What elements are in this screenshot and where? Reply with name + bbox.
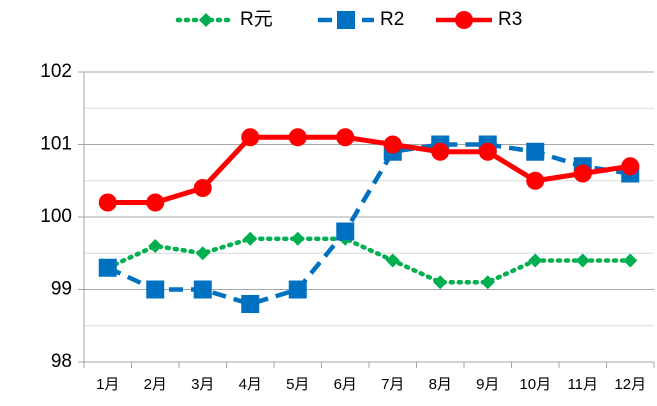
marker [383,135,402,154]
marker [478,142,497,161]
marker [573,164,592,183]
marker [621,157,640,176]
marker [241,295,260,313]
marker [480,275,495,290]
marker [336,128,355,147]
marker [623,253,638,268]
series-line [106,142,631,307]
marker [528,253,543,268]
marker [336,222,355,241]
marker [288,280,307,299]
series-line [105,236,633,285]
x-tick-label: 7月 [381,376,404,393]
marker [148,239,163,253]
marker [195,246,210,261]
marker [98,193,117,212]
x-tick-label: 11月 [567,376,598,393]
marker [455,11,473,29]
y-tick-label: 99 [51,279,72,300]
marker [431,142,450,161]
y-tick-label: 100 [40,206,72,227]
marker [243,231,258,246]
marker [98,258,117,277]
marker [337,11,355,29]
x-tick-label: 4月 [239,376,262,393]
x-tick-label: 8月 [429,376,452,393]
x-tick-label: 5月 [286,376,309,393]
y-tick-label: 101 [40,134,72,155]
x-tick-label: 2月 [144,376,167,393]
marker [288,128,307,147]
marker [385,253,400,268]
marker [575,253,590,268]
legend-label: R2 [380,9,404,30]
marker [241,128,260,147]
legend-label: R元 [240,9,273,30]
marker [146,193,165,212]
x-tick-label: 3月 [191,376,214,393]
y-tick-label: 102 [40,61,72,82]
marker [433,275,448,290]
x-tick-label: 10月 [519,376,551,393]
x-tick-label: 1月 [96,376,119,393]
marker [290,231,305,246]
legend-label: R3 [498,9,522,30]
x-tick-label: 9月 [476,376,499,393]
marker [526,142,545,161]
y-tick-label: 98 [51,351,72,372]
x-tick-label: 12月 [614,376,646,393]
marker [526,171,545,190]
x-tick-label: 6月 [334,376,357,393]
marker [193,280,212,299]
marker [199,13,213,27]
marker [146,280,165,299]
marker [193,179,212,197]
